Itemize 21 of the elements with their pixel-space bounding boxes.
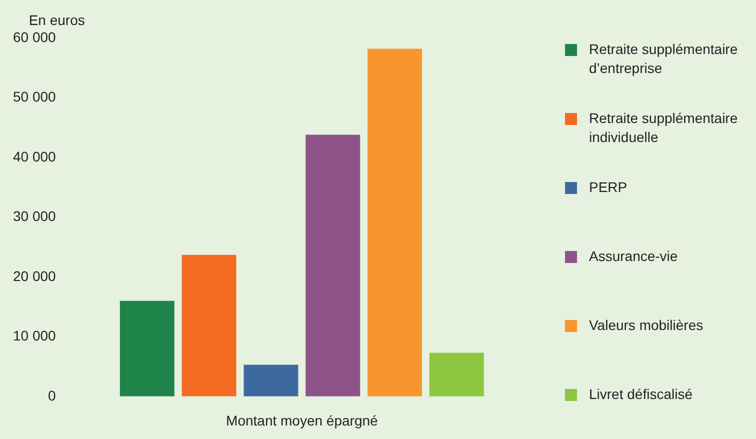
y-tick-label: 60 000	[12, 28, 56, 45]
bar	[182, 254, 236, 396]
bar	[244, 364, 298, 396]
x-axis-title: Montant moyen épargné	[226, 412, 378, 428]
y-tick-label: 20 000	[12, 268, 56, 284]
legend-label: Retraite supplémentaire d’entreprise	[589, 40, 739, 78]
legend-label: Assurance-vie	[589, 247, 678, 266]
y-tick-label: 40 000	[12, 148, 56, 164]
legend-label: Retraite supplémentaire individuelle	[589, 109, 739, 147]
y-tick-label: 0	[48, 387, 56, 404]
y-tick-label: 30 000	[12, 208, 56, 224]
y-axis-title: En euros	[28, 12, 85, 28]
bar	[429, 352, 484, 396]
y-tick-label: 10 000	[12, 328, 56, 344]
legend-label: Livret défiscalisé	[589, 385, 692, 404]
y-tick-label: 50 000	[12, 88, 56, 105]
legend-label: Valeurs mobilières	[589, 316, 704, 335]
bar	[368, 48, 422, 396]
bar	[120, 300, 174, 396]
bar	[306, 134, 360, 396]
legend-label: PERP	[589, 178, 628, 197]
